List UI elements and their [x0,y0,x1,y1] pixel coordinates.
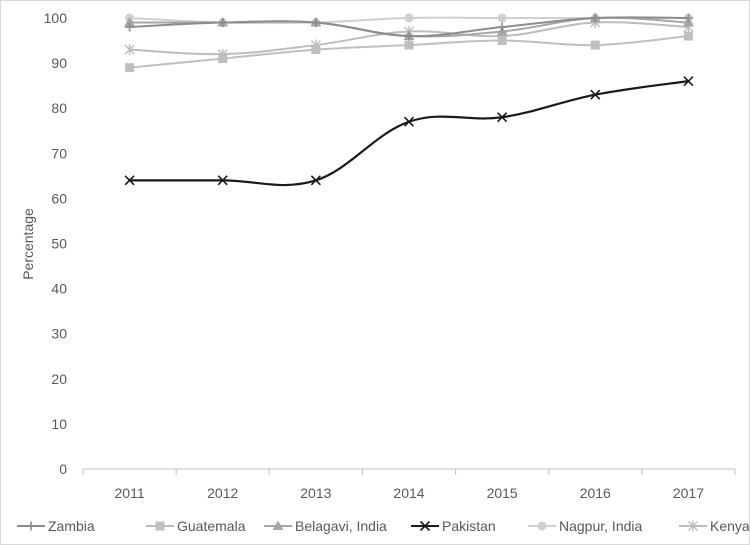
legend-label: Guatemala [177,518,246,534]
x-tick-label: 2015 [487,485,518,501]
x-tick-label: 2012 [207,485,238,501]
y-tick-label: 0 [59,461,67,477]
series-guatemala [125,31,693,73]
plot-area [124,12,694,187]
point-marker [310,175,321,186]
x-tick-label: 2013 [300,485,331,501]
y-tick-label: 80 [51,100,67,116]
point-marker [311,18,321,28]
point-marker [683,31,693,41]
series-nagpur-india [125,13,693,28]
x-tick-label: 2011 [115,485,145,501]
point-marker [688,520,698,532]
legend-label: Nagpur, India [559,518,642,534]
y-tick-label: 30 [51,326,67,342]
legend-label: Pakistan [442,518,496,534]
x-axis: 2011 2012 2013 2014 2015 2016 2017 [82,468,736,501]
legend-item: Belagavi, India [264,518,387,534]
y-tick-label: 60 [51,190,67,206]
point-marker [218,54,228,64]
y-axis-title: Percentage [20,208,36,280]
legend-item: Kenya [679,518,749,534]
point-marker [404,13,414,23]
point-marker [26,521,36,531]
point-marker [403,116,415,127]
point-marker [217,175,228,186]
point-marker [590,89,601,100]
point-marker [218,18,228,28]
point-marker [497,22,507,32]
point-marker [683,13,693,23]
y-tick-label: 90 [51,55,67,71]
legend-item: Guatemala [146,518,246,534]
x-tick-label: 2017 [673,485,704,501]
legend: Zambia Guatemala Belagavi, India Pakistan Na… [17,518,749,534]
series-zambia [125,13,693,41]
legend-item: Nagpur, India [528,518,642,534]
point-marker [124,44,135,56]
point-marker [155,521,165,531]
series-pakistan [124,76,694,187]
point-marker [537,521,547,531]
point-marker [404,40,414,50]
point-marker [497,112,508,123]
point-marker [125,63,135,73]
point-marker [683,76,694,87]
y-tick-label: 100 [44,10,68,26]
point-marker [125,22,135,32]
y-tick-label: 10 [51,416,67,432]
y-tick-label: 50 [51,236,67,252]
legend-label: Belagavi, India [295,518,387,534]
y-tick-label: 70 [51,145,67,161]
y-tick-label: 40 [51,281,67,297]
legend-item: Pakistan [411,518,496,534]
point-marker [590,40,600,50]
point-marker [124,175,135,186]
point-marker [404,31,414,41]
legend-label: Zambia [48,518,95,534]
x-tick-label: 2014 [393,485,424,501]
point-marker [590,13,600,23]
point-marker [419,520,431,532]
point-marker [124,17,136,27]
point-marker [497,13,507,23]
legend-item: Zambia [17,518,95,534]
y-tick-label: 20 [51,371,67,387]
legend-label: Kenya [710,518,749,534]
y-axis: 0 10 20 30 40 50 60 70 80 90 100 [44,10,68,477]
point-marker [272,520,284,530]
point-marker [311,45,321,55]
series-line [129,80,689,187]
point-marker [497,36,507,46]
x-tick-label: 2016 [580,485,611,501]
